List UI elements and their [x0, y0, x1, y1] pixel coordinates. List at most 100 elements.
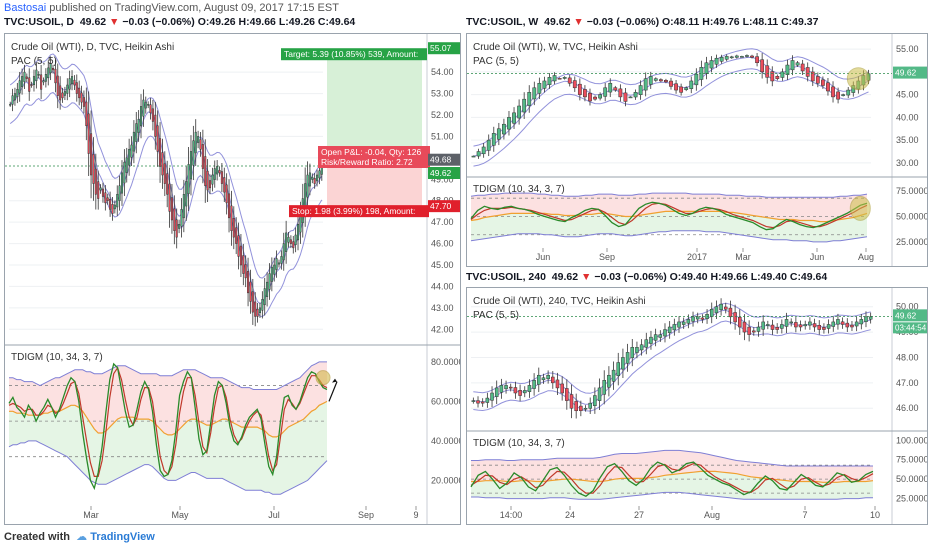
- candle-body: [282, 243, 285, 261]
- candle-body: [287, 236, 290, 243]
- candle-body: [491, 133, 496, 146]
- candle-body: [142, 99, 145, 117]
- candle-body: [800, 63, 805, 72]
- y-tick-label: 47.00: [431, 217, 454, 227]
- candle-body: [780, 71, 785, 78]
- candle-body: [557, 77, 562, 80]
- publish-header: Bastosai published on TradingView.com, A…: [4, 2, 339, 14]
- daily-chart-svg[interactable]: 54.0053.0052.0051.0050.0049.0048.0047.00…: [5, 34, 460, 524]
- candle-body: [719, 303, 723, 311]
- candle-body: [109, 198, 112, 210]
- h4-chart-panel[interactable]: 50.0049.0048.0047.0046.0049.6203:44:5410…: [466, 287, 928, 525]
- candle-body: [75, 82, 78, 94]
- candle-body: [728, 307, 733, 318]
- candle-body: [789, 321, 793, 324]
- candle-body: [598, 94, 603, 99]
- candle-body: [638, 85, 643, 95]
- candle-body: [11, 95, 14, 105]
- candle-body: [756, 326, 761, 332]
- axis-target-tag: 55.07: [430, 43, 452, 53]
- candle-body: [667, 326, 672, 334]
- candle-body: [502, 123, 506, 135]
- candle-body: [850, 324, 854, 328]
- candle-body: [775, 76, 780, 79]
- candle-body: [94, 168, 97, 195]
- target-label-bg: [281, 48, 427, 61]
- candle-body: [669, 80, 673, 87]
- candle-body: [836, 319, 840, 325]
- candle-body: [603, 87, 608, 97]
- axis-last-tag: 49.62: [895, 310, 917, 320]
- x-tick-label: Aug: [858, 252, 874, 262]
- candle-body: [569, 394, 574, 409]
- pac-upper-line: [473, 302, 871, 394]
- tdi-y-tick-label: 40.0000: [431, 436, 460, 446]
- candle-body: [780, 324, 784, 329]
- candle-body: [542, 80, 547, 89]
- candle-body: [168, 183, 171, 212]
- candle-body: [306, 174, 309, 198]
- candle-body: [223, 177, 226, 193]
- stop-label-bg: [289, 205, 429, 218]
- candle-body: [120, 172, 124, 194]
- footer: Created with ☁ TradingView: [4, 530, 155, 543]
- candle-body: [51, 67, 55, 71]
- tdi-y-tick-label: 25.0000: [896, 237, 927, 247]
- candle-body: [294, 234, 297, 246]
- tradingview-brand[interactable]: TradingView: [90, 531, 155, 543]
- y-tick-label: 52.00: [431, 110, 454, 120]
- candle-body: [681, 321, 686, 325]
- highlight-circle: [315, 370, 331, 386]
- candle-body: [588, 402, 592, 409]
- candle-body: [149, 104, 152, 114]
- candle-body: [147, 104, 150, 106]
- candle-body: [840, 321, 845, 325]
- y-tick-label: 40.00: [896, 112, 919, 122]
- author-link[interactable]: Bastosai: [4, 2, 47, 14]
- y-tick-label: 53.00: [431, 89, 454, 99]
- candle-body: [111, 204, 114, 214]
- arrow-head: [332, 378, 337, 383]
- axis-target-tag-bg: [428, 42, 460, 55]
- candle-body: [44, 74, 47, 82]
- candle-body: [471, 400, 476, 402]
- x-tick-label: 24: [565, 510, 575, 520]
- y-tick-label: 44.00: [431, 281, 454, 291]
- weekly-chart-svg[interactable]: 55.0050.0045.0040.0035.0030.0049.6275.00…: [467, 34, 927, 266]
- candle-body: [144, 101, 147, 109]
- candle-body: [99, 187, 102, 191]
- h4-desc: Crude Oil (WTI), 240, TVC, Heikin Ashi: [473, 296, 646, 307]
- candle-body: [61, 92, 64, 99]
- y-tick-label: 46.00: [896, 403, 919, 413]
- candle-body: [154, 114, 157, 137]
- daily-chart-panel[interactable]: 54.0053.0052.0051.0050.0049.0048.0047.00…: [4, 33, 461, 525]
- candle-body: [228, 193, 231, 219]
- countdown-label: 03:44:54: [895, 323, 927, 332]
- pnl-label-bg: [318, 146, 430, 168]
- candle-body: [25, 76, 28, 79]
- candle-body: [18, 80, 21, 94]
- weekly-chart-panel[interactable]: 55.0050.0045.0040.0035.0030.0049.6275.00…: [466, 33, 928, 267]
- candle-body: [251, 291, 254, 313]
- h4-chart-svg[interactable]: 50.0049.0048.0047.0046.0049.6203:44:5410…: [467, 288, 927, 524]
- candle-body: [821, 79, 825, 86]
- candle-body: [476, 400, 480, 404]
- candle-body: [815, 76, 820, 84]
- candle-body: [546, 374, 550, 380]
- x-tick-label: 14:00: [500, 510, 523, 520]
- pac-lower-line: [9, 91, 323, 318]
- candle-body: [608, 82, 613, 93]
- x-tick-label: Jun: [810, 252, 825, 262]
- candle-body: [826, 82, 830, 92]
- weekly-symbol-line: TVC:USOIL, W 49.62 ▼ −0.03 (−0.06%) O:48…: [466, 16, 819, 28]
- candle-body: [104, 192, 107, 204]
- y-tick-label: 49.00: [431, 174, 454, 184]
- candle-body: [747, 326, 751, 335]
- candle-body: [752, 330, 756, 333]
- candle-body: [684, 87, 689, 90]
- candle-body: [137, 119, 140, 133]
- y-tick-label: 55.00: [896, 44, 919, 54]
- candle-body: [738, 316, 742, 328]
- candle-body: [677, 321, 681, 328]
- candle-body: [572, 80, 577, 89]
